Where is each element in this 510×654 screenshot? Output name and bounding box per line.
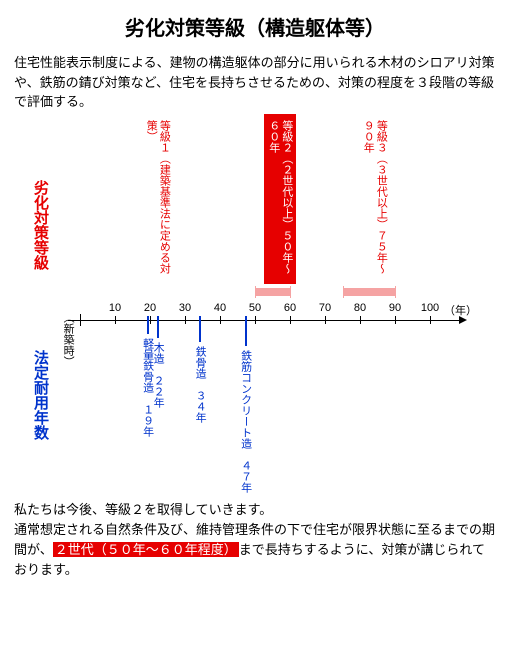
life-tick-label: 鉄骨造 ３４年 bbox=[194, 346, 206, 423]
life-tick bbox=[199, 316, 201, 342]
axis-tick-label: 90 bbox=[389, 302, 401, 314]
axis-tick bbox=[430, 316, 431, 324]
axis-tick bbox=[220, 316, 221, 324]
grade-label-box: 等級１（建築基準法に定める対策） bbox=[141, 114, 173, 284]
axis-line bbox=[68, 320, 460, 321]
grade-range-end bbox=[343, 286, 344, 298]
axis-tick-label: 70 bbox=[319, 302, 331, 314]
side-label-upper: 劣化対策等級 bbox=[30, 180, 51, 270]
axis-tick bbox=[185, 316, 186, 324]
side-label-lower: 法定耐用年数 bbox=[30, 350, 51, 440]
axis-origin-label: （新築時） bbox=[62, 312, 74, 367]
page-title: 劣化対策等級（構造躯体等） bbox=[0, 0, 510, 41]
axis-tick-label: 80 bbox=[354, 302, 366, 314]
grade-range-end bbox=[395, 286, 396, 298]
axis-unit-label: （年） bbox=[444, 302, 477, 318]
axis-tick-label: 60 bbox=[284, 302, 296, 314]
life-tick-label: 木造 ２２年 bbox=[152, 342, 164, 408]
life-tick bbox=[245, 316, 247, 346]
grade-label-box: 等級３（３世代以上）７５年〜９０年 bbox=[358, 114, 390, 284]
grade-label-box: 等級２（２世代以上）５０年〜６０年 bbox=[264, 114, 296, 284]
axis-tick-label: 50 bbox=[249, 302, 261, 314]
axis-tick-label: 10 bbox=[109, 302, 121, 314]
axis-tick bbox=[255, 316, 256, 324]
life-tick bbox=[147, 316, 149, 334]
intro-text: 住宅性能表示制度による、建物の構造躯体の部分に用いられる木材のシロアリ対策や、鉄… bbox=[0, 41, 510, 112]
grade-range-end bbox=[255, 286, 256, 298]
axis-origin-tick bbox=[80, 314, 81, 326]
life-tick-label: 鉄筋コンクリート造 ４７年 bbox=[240, 350, 252, 493]
axis-tick bbox=[115, 316, 116, 324]
axis-tick bbox=[325, 316, 326, 324]
axis-tick bbox=[290, 316, 291, 324]
axis-tick-label: 100 bbox=[421, 302, 439, 314]
axis-tick-label: 20 bbox=[144, 302, 156, 314]
axis-tick bbox=[360, 316, 361, 324]
grade-range-end bbox=[290, 286, 291, 298]
outro-highlight: ２世代（５０年〜６０年程度） bbox=[53, 542, 239, 557]
timeline-chart: 劣化対策等級法定耐用年数 （新築時） 10 20 30 40 50 60 70 80 90 100 （年… bbox=[0, 120, 510, 500]
life-tick bbox=[157, 316, 159, 338]
axis-tick-label: 30 bbox=[179, 302, 191, 314]
axis-tick bbox=[150, 316, 151, 324]
axis-tick bbox=[395, 316, 396, 324]
outro-text: 私たちは今後、等級２を取得していきます。 通常想定される自然条件及び、維持管理条… bbox=[0, 500, 510, 581]
grade-range-bar bbox=[343, 288, 396, 296]
grade-range-bar bbox=[255, 288, 290, 296]
axis-tick-label: 40 bbox=[214, 302, 226, 314]
